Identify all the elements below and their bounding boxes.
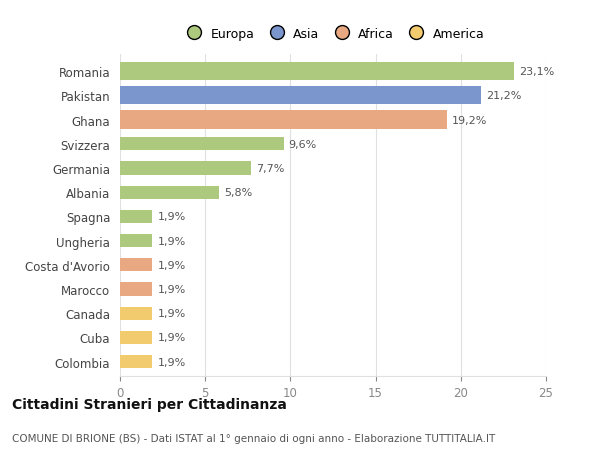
Text: 1,9%: 1,9% <box>157 357 186 367</box>
Text: 1,9%: 1,9% <box>157 308 186 319</box>
Text: COMUNE DI BRIONE (BS) - Dati ISTAT al 1° gennaio di ogni anno - Elaborazione TUT: COMUNE DI BRIONE (BS) - Dati ISTAT al 1°… <box>12 433 495 442</box>
Bar <box>120 111 447 129</box>
Text: 1,9%: 1,9% <box>157 212 186 222</box>
Bar <box>120 307 152 320</box>
Text: 7,7%: 7,7% <box>256 163 284 174</box>
Bar <box>120 210 152 224</box>
Text: 5,8%: 5,8% <box>224 188 252 198</box>
Bar <box>120 138 284 151</box>
Text: 1,9%: 1,9% <box>157 236 186 246</box>
Bar <box>120 283 152 296</box>
Bar <box>120 186 219 199</box>
Bar <box>120 162 251 175</box>
Bar <box>120 258 152 272</box>
Text: 23,1%: 23,1% <box>519 67 554 77</box>
Bar <box>120 235 152 248</box>
Bar <box>120 87 481 105</box>
Text: 21,2%: 21,2% <box>487 91 522 101</box>
Text: 19,2%: 19,2% <box>452 115 488 125</box>
Text: 1,9%: 1,9% <box>157 285 186 294</box>
Text: Cittadini Stranieri per Cittadinanza: Cittadini Stranieri per Cittadinanza <box>12 397 287 412</box>
Text: 9,6%: 9,6% <box>289 140 317 150</box>
Legend: Europa, Asia, Africa, America: Europa, Asia, Africa, America <box>176 23 490 46</box>
Text: 1,9%: 1,9% <box>157 333 186 343</box>
Bar <box>120 355 152 369</box>
Bar <box>120 63 514 81</box>
Bar <box>120 331 152 344</box>
Text: 1,9%: 1,9% <box>157 260 186 270</box>
